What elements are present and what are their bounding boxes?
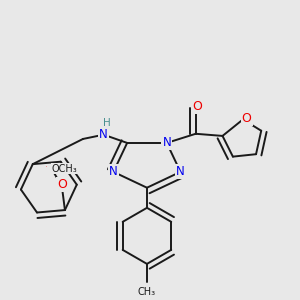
Text: O: O — [242, 112, 251, 125]
Text: O: O — [57, 178, 67, 191]
Text: OCH₃: OCH₃ — [52, 164, 77, 174]
Text: H: H — [103, 118, 111, 128]
Text: CH₃: CH₃ — [138, 287, 156, 297]
Text: N: N — [109, 165, 118, 178]
Text: O: O — [192, 100, 202, 113]
Text: N: N — [99, 128, 108, 141]
Text: N: N — [176, 165, 185, 178]
Text: N: N — [162, 136, 171, 149]
Text: O: O — [46, 166, 47, 167]
